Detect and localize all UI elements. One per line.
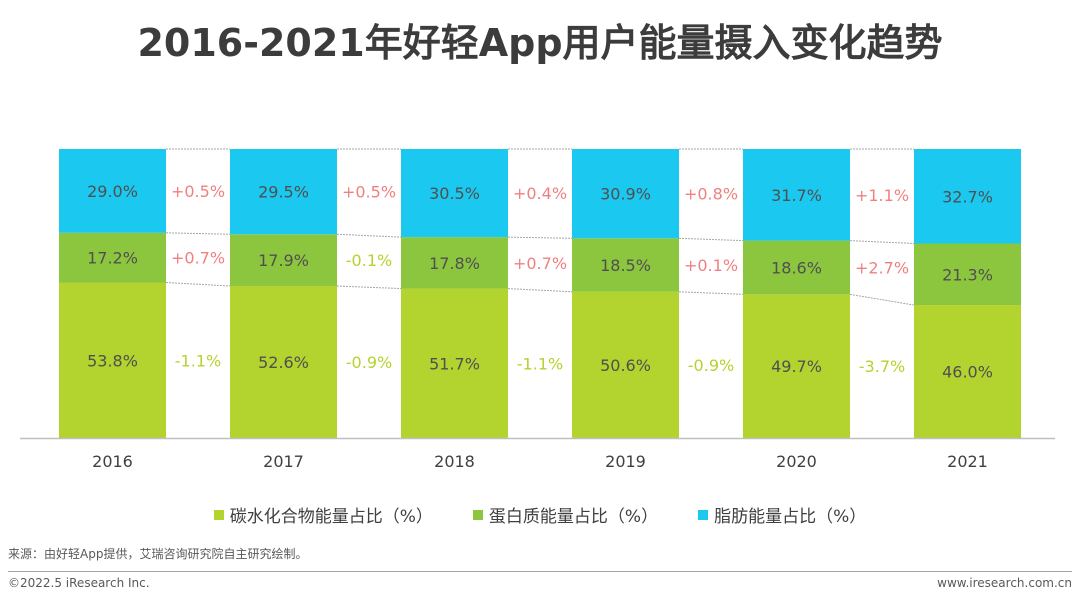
data-label-carbohydrate-2021: 46.0% bbox=[942, 363, 993, 382]
bar-protein-2016 bbox=[59, 232, 166, 283]
data-label-carbohydrate-2017: 52.6% bbox=[258, 353, 309, 372]
connector-line bbox=[507, 236, 573, 239]
data-label-carbohydrate-2020: 49.7% bbox=[771, 357, 822, 376]
legend-swatch-fat bbox=[698, 509, 709, 520]
change-label-protein-2019-2020: +0.1% bbox=[684, 256, 738, 275]
x-tick-label-2018: 2018 bbox=[434, 452, 475, 471]
data-label-protein-2016: 17.2% bbox=[87, 249, 138, 268]
change-label-protein-2017-2018: -0.1% bbox=[346, 251, 392, 270]
bar-fat-2016 bbox=[59, 149, 166, 233]
data-label-fat-2018: 30.5% bbox=[429, 184, 480, 203]
change-label-fat-2020-2021: +1.1% bbox=[855, 186, 909, 205]
bar-carbohydrate-2019 bbox=[572, 291, 679, 438]
bar-fat-2018 bbox=[401, 149, 508, 238]
bar-carbohydrate-2016 bbox=[59, 282, 166, 438]
legend-label-protein: 蛋白质能量占比（%） bbox=[488, 507, 659, 527]
legend-swatch-protein bbox=[472, 509, 483, 520]
data-label-fat-2017: 29.5% bbox=[258, 183, 309, 202]
data-label-fat-2020: 31.7% bbox=[771, 186, 822, 205]
connector-line bbox=[507, 288, 573, 293]
data-label-fat-2016: 29.0% bbox=[87, 182, 138, 201]
stacked-bar-chart: 53.8% 17.2% 29.0% 52.6% 17.9% 29.5% 51.7% 17.8%… bbox=[20, 148, 1055, 471]
bar-protein-2018 bbox=[401, 237, 508, 289]
change-label-carbohydrate-2018-2019: -1.1% bbox=[517, 354, 563, 373]
bar-carbohydrate-2017 bbox=[230, 285, 337, 438]
bar-protein-2019 bbox=[572, 238, 679, 292]
legend-item-protein: 蛋白质能量占比（%） bbox=[472, 502, 659, 527]
chart-title: 2016-2021年好轻App用户能量摄入变化趋势 bbox=[137, 21, 943, 65]
bar-fat-2020 bbox=[743, 149, 850, 241]
x-tick-label-2017: 2017 bbox=[263, 452, 304, 471]
website-link[interactable]: www.iresearch.com.cn bbox=[937, 576, 1072, 590]
data-label-protein-2017: 17.9% bbox=[258, 251, 309, 270]
change-label-carbohydrate-2017-2018: -0.9% bbox=[346, 353, 392, 372]
change-label-carbohydrate-2019-2020: -0.9% bbox=[688, 356, 734, 375]
legend-label-carbohydrate: 碳水化合物能量占比（%） bbox=[229, 507, 433, 527]
change-label-protein-2016-2017: +0.7% bbox=[171, 249, 225, 268]
data-label-fat-2021: 32.7% bbox=[942, 187, 993, 206]
bar-carbohydrate-2018 bbox=[401, 288, 508, 438]
bar-fat-2017 bbox=[230, 149, 337, 235]
data-label-carbohydrate-2019: 50.6% bbox=[600, 356, 651, 375]
change-label-carbohydrate-2016-2017: -1.1% bbox=[175, 351, 221, 370]
connector-line bbox=[336, 285, 402, 290]
connector-line bbox=[849, 240, 915, 245]
change-label-fat-2019-2020: +0.8% bbox=[684, 185, 738, 204]
data-label-protein-2018: 17.8% bbox=[429, 254, 480, 273]
source-note: 来源：由好轻App提供，艾瑞咨询研究院自主研究绘制。 bbox=[8, 547, 308, 561]
change-label-fat-2016-2017: +0.5% bbox=[171, 182, 225, 201]
bar-fat-2019 bbox=[572, 149, 679, 239]
bar-fat-2021 bbox=[914, 149, 1021, 244]
change-label-fat-2018-2019: +0.4% bbox=[513, 184, 567, 203]
connector-line bbox=[165, 282, 231, 287]
bar-carbohydrate-2020 bbox=[743, 294, 850, 438]
bar-protein-2020 bbox=[743, 240, 850, 295]
change-label-protein-2020-2021: +2.7% bbox=[855, 258, 909, 277]
legend-label-fat: 脂肪能量占比（%） bbox=[714, 507, 867, 527]
data-label-carbohydrate-2018: 51.7% bbox=[429, 354, 480, 373]
bar-protein-2017 bbox=[230, 234, 337, 286]
connector-line bbox=[678, 237, 744, 242]
data-label-fat-2019: 30.9% bbox=[600, 185, 651, 204]
change-label-protein-2018-2019: +0.7% bbox=[513, 254, 567, 273]
x-tick-label-2019: 2019 bbox=[605, 452, 646, 471]
footer-divider bbox=[8, 571, 1072, 572]
data-label-protein-2021: 21.3% bbox=[942, 265, 993, 284]
data-label-carbohydrate-2016: 53.8% bbox=[87, 351, 138, 370]
connector-line bbox=[678, 291, 744, 295]
bar-carbohydrate-2021 bbox=[914, 305, 1021, 438]
x-tick-label-2021: 2021 bbox=[947, 452, 988, 471]
copyright: ©2022.5 iResearch Inc. bbox=[8, 576, 150, 590]
legend-item-fat: 脂肪能量占比（%） bbox=[698, 502, 866, 527]
data-label-protein-2020: 18.6% bbox=[771, 258, 822, 277]
bar-protein-2021 bbox=[914, 243, 1021, 306]
change-label-carbohydrate-2020-2021: -3.7% bbox=[859, 357, 905, 376]
data-label-protein-2019: 18.5% bbox=[600, 256, 651, 275]
legend: 碳水化合物能量占比（%） 蛋白质能量占比（%） 脂肪能量占比（%） bbox=[0, 502, 1080, 527]
change-label-fat-2017-2018: +0.5% bbox=[342, 183, 396, 202]
connector-line bbox=[336, 233, 402, 238]
legend-swatch-carbohydrate bbox=[213, 509, 224, 520]
legend-item-carbohydrate: 碳水化合物能量占比（%） bbox=[213, 502, 433, 527]
connector-line bbox=[165, 232, 231, 235]
x-tick-label-2016: 2016 bbox=[92, 452, 133, 471]
connector-line bbox=[849, 293, 915, 306]
x-tick-label-2020: 2020 bbox=[776, 452, 817, 471]
